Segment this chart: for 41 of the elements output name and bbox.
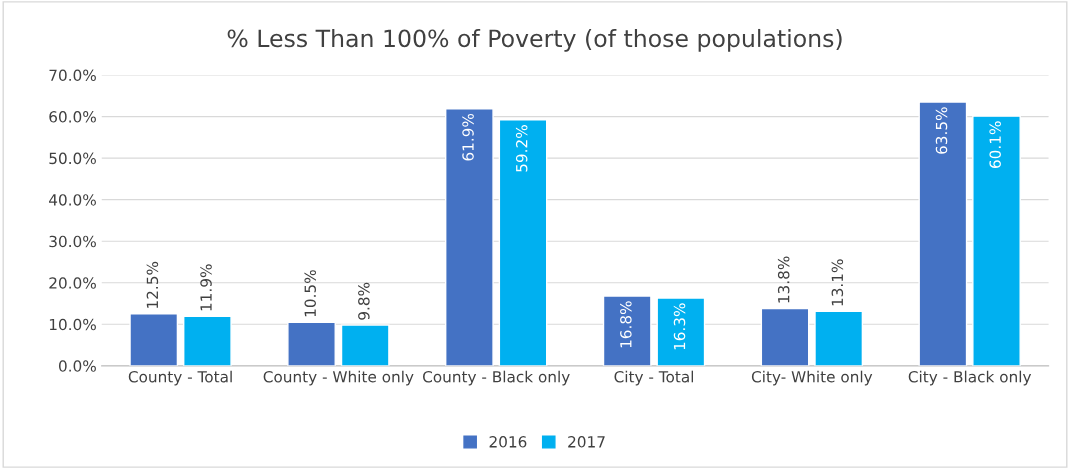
x-tick-label: County - Total [128,370,232,386]
bar [602,295,652,366]
legend-label: 2016 [489,436,527,448]
bar [656,297,706,366]
bar [129,313,179,366]
y-tick-label: 70.0% [49,69,96,82]
y-tick-label: 50.0% [49,152,96,165]
y-tick-label: 10.0% [49,318,96,331]
bar [972,115,1021,366]
data-label: 13.8% [777,256,790,303]
bar [498,119,548,366]
data-label: 59.2% [515,125,528,172]
x-tick-label: County - White only [263,370,414,386]
bar [918,101,968,366]
data-label: 9.8% [358,282,370,320]
bar [445,107,494,366]
bar [760,307,810,366]
x-tick-label: County - Black only [423,370,570,386]
bar [183,315,232,366]
bar [814,310,864,366]
data-label: 12.5% [146,261,159,308]
y-tick-label: 0.0% [58,360,96,372]
x-tick-label: City - Black only [908,370,1032,386]
data-label: 16.3% [673,303,686,350]
data-label: 11.9% [200,264,212,311]
chart-title: % Less Than 100% of Poverty (of those populations) [227,28,842,52]
y-tick-label: 60.0% [49,111,96,123]
y-tick-label: 40.0% [49,194,96,206]
data-label: 63.5% [935,107,948,154]
data-label: 61.9% [462,113,474,161]
data-label: 16.8% [620,301,632,348]
bar [340,324,390,366]
y-tick-label: 20.0% [49,277,96,289]
x-tick-label: City - Total [614,370,694,386]
legend-label: 2017 [568,436,605,448]
data-label: 10.5% [304,270,316,317]
data-label: 13.1% [831,259,844,306]
data-label: 60.1% [989,121,1001,168]
x-tick-label: City- White only [751,370,873,386]
y-tick-label: 30.0% [49,235,96,248]
bar [287,321,336,366]
